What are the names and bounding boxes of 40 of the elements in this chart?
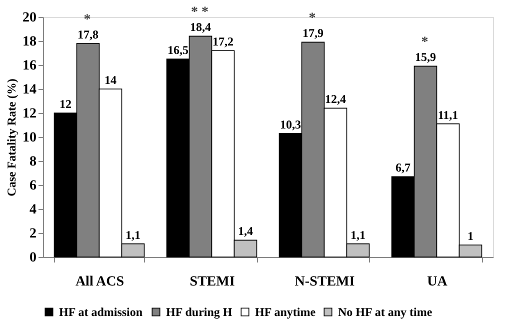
legend-label: HF at admission	[59, 305, 143, 319]
x-tick-label: N-STEMI	[294, 274, 355, 290]
annotation: *	[308, 11, 316, 26]
y-tick-label: 12	[22, 106, 36, 122]
data-label: 1,1	[126, 228, 140, 242]
y-tick-label: 4	[30, 202, 36, 218]
y-tick-label: 14	[22, 82, 36, 98]
y-tick-label: 16	[22, 58, 36, 74]
annotation: * *	[191, 5, 208, 20]
data-label: 17,9	[302, 26, 324, 40]
x-tick-label: STEMI	[190, 274, 235, 290]
legend-label: HF anytime	[255, 305, 316, 319]
x-tick-label: UA	[427, 274, 448, 290]
annotation: *	[421, 35, 428, 50]
data-label: 14	[104, 73, 116, 87]
data-label: 1	[468, 229, 474, 243]
y-tick-label: 2	[30, 226, 36, 242]
data-label: 17,8	[78, 27, 98, 42]
data-label: 16,5	[168, 43, 188, 57]
y-tick-label: 0	[30, 250, 36, 266]
data-label: 1,1	[350, 228, 366, 242]
x-tick-label: All ACS	[75, 274, 124, 290]
y-axis-title: Case Fatality Rate (%)	[4, 78, 18, 196]
y-tick-label: 6	[30, 178, 36, 194]
data-label: 12	[60, 97, 72, 111]
data-label: 10,3	[280, 117, 301, 132]
data-label: 17,2	[212, 34, 234, 49]
data-label: 11,1	[438, 108, 458, 122]
data-label: 12,4	[325, 92, 346, 106]
y-tick-label: 20	[22, 10, 36, 26]
legend-label: HF during H	[166, 305, 233, 319]
data-label: 18,4	[190, 20, 211, 34]
data-label: 6,7	[396, 160, 410, 175]
data-label: 1,4	[238, 224, 253, 238]
y-tick-label: 10	[22, 130, 36, 146]
y-tick-label: 18	[22, 34, 36, 50]
legend-label: No HF at any time	[338, 305, 433, 319]
y-tick-label: 8	[30, 154, 36, 170]
annotation: *	[84, 12, 91, 28]
data-label: 15,9	[415, 50, 436, 64]
